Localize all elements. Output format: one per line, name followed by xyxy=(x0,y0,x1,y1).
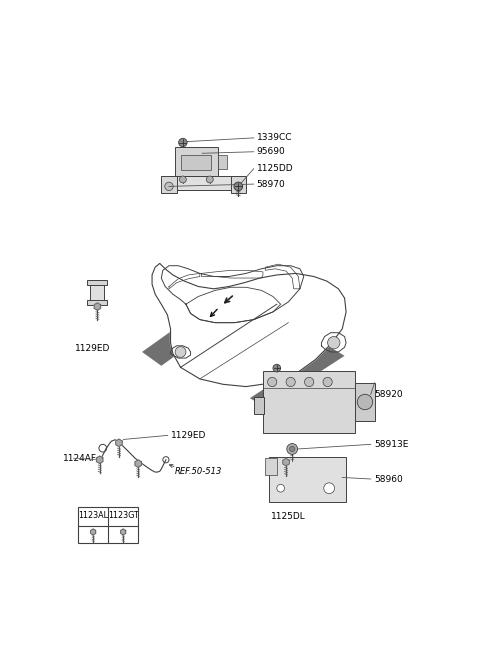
Bar xyxy=(355,383,374,421)
Bar xyxy=(87,280,108,285)
Circle shape xyxy=(267,377,277,386)
Circle shape xyxy=(179,138,187,147)
Text: 58960: 58960 xyxy=(374,474,403,483)
Text: 1124AF: 1124AF xyxy=(63,454,97,462)
Circle shape xyxy=(286,377,295,386)
Circle shape xyxy=(234,182,242,191)
Circle shape xyxy=(175,346,186,358)
Circle shape xyxy=(206,176,213,183)
Polygon shape xyxy=(94,303,101,310)
Text: REF.50-513: REF.50-513 xyxy=(175,468,223,476)
Text: 1125DL: 1125DL xyxy=(271,512,305,521)
Bar xyxy=(170,176,241,190)
Circle shape xyxy=(323,377,332,386)
Polygon shape xyxy=(91,529,96,535)
Bar xyxy=(181,155,211,170)
Bar xyxy=(230,176,246,193)
Text: 1123GT: 1123GT xyxy=(108,510,139,519)
Circle shape xyxy=(277,485,285,492)
Text: 95690: 95690 xyxy=(257,147,286,157)
Circle shape xyxy=(165,182,173,191)
Polygon shape xyxy=(283,458,289,466)
Text: 1129ED: 1129ED xyxy=(170,430,206,440)
Text: 1125DD: 1125DD xyxy=(257,164,293,173)
Text: 1129ED: 1129ED xyxy=(75,345,110,353)
Polygon shape xyxy=(116,439,122,447)
Polygon shape xyxy=(120,529,126,535)
Bar xyxy=(90,280,104,303)
Polygon shape xyxy=(96,456,103,464)
Polygon shape xyxy=(250,346,345,407)
Bar xyxy=(217,155,227,169)
Bar xyxy=(254,397,264,413)
Circle shape xyxy=(357,394,372,409)
Text: 58920: 58920 xyxy=(374,390,402,399)
Bar xyxy=(161,176,177,193)
Circle shape xyxy=(324,483,335,494)
Text: 58913E: 58913E xyxy=(374,440,408,449)
Circle shape xyxy=(273,364,281,372)
Circle shape xyxy=(180,176,186,183)
Bar xyxy=(269,457,346,502)
Circle shape xyxy=(287,443,298,455)
Circle shape xyxy=(304,377,314,386)
Bar xyxy=(265,458,277,475)
Text: 1339CC: 1339CC xyxy=(257,134,292,142)
Bar xyxy=(263,371,355,433)
Bar xyxy=(78,508,138,543)
Text: 1123AL: 1123AL xyxy=(78,510,108,519)
Bar xyxy=(175,147,217,176)
Circle shape xyxy=(328,337,340,349)
Circle shape xyxy=(289,446,295,452)
Bar xyxy=(87,301,108,305)
Polygon shape xyxy=(142,290,248,365)
Text: 58970: 58970 xyxy=(257,179,286,189)
Circle shape xyxy=(234,182,242,191)
Polygon shape xyxy=(152,263,346,386)
Polygon shape xyxy=(135,460,142,467)
